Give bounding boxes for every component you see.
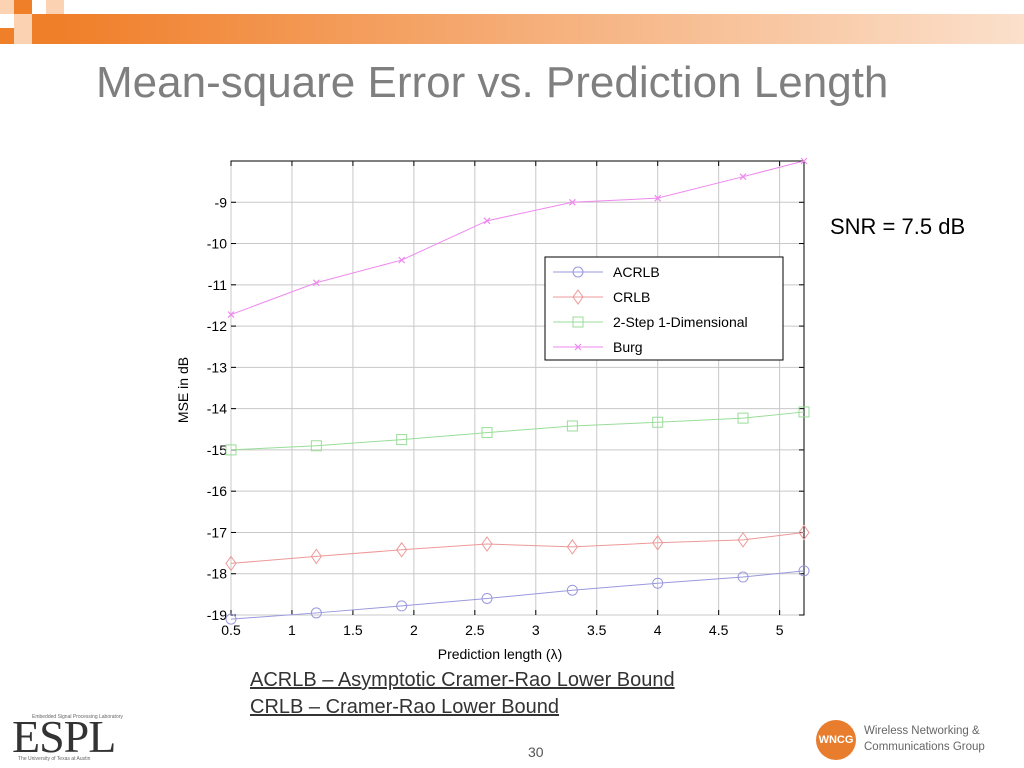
legend-label-acrlb: ACRLB xyxy=(613,264,660,280)
espl-logo: ESPL Embedded Signal Processing Laborato… xyxy=(10,708,123,764)
page-number: 30 xyxy=(528,744,544,760)
y-tick-label: -15 xyxy=(207,442,227,458)
slide-title: Mean-square Error vs. Prediction Length xyxy=(96,58,889,107)
y-axis-label: MSE in dB xyxy=(175,357,191,423)
data-point-crlb xyxy=(798,524,810,541)
espl-logo-tagline: Embedded Signal Processing Laboratory xyxy=(32,714,123,720)
data-point-acrlb xyxy=(566,584,578,596)
x-tick-label: 4 xyxy=(654,622,662,638)
x-axis-label: Prediction length (λ) xyxy=(438,646,563,662)
y-tick-label: -17 xyxy=(207,524,227,540)
data-point-burg xyxy=(398,256,406,264)
definition-acrlb[interactable]: ACRLB – Asymptotic Cramer-Rao Lower Boun… xyxy=(250,669,675,691)
data-point-2-step-1-dimensional xyxy=(798,406,810,418)
y-tick-label: -16 xyxy=(207,483,227,499)
data-point-2-step-1-dimensional xyxy=(396,434,408,446)
data-point-crlb xyxy=(652,534,664,551)
legend-marker-crlb xyxy=(572,289,584,305)
data-point-acrlb xyxy=(225,613,237,625)
wncg-logo-text: Wireless Networking & Communications Gro… xyxy=(864,723,985,755)
x-tick-label: 2.5 xyxy=(465,622,485,638)
wncg-badge: WNCG xyxy=(816,720,856,760)
data-point-2-step-1-dimensional xyxy=(652,416,664,428)
data-point-crlb xyxy=(225,555,237,572)
data-point-burg xyxy=(312,279,320,287)
espl-logo-text: ESPL xyxy=(12,711,116,762)
y-tick-label: -13 xyxy=(207,359,227,375)
series-acrlb xyxy=(225,565,810,625)
legend-marker-burg xyxy=(574,343,582,351)
data-point-crlb xyxy=(481,536,493,552)
x-tick-label: 3.5 xyxy=(587,622,607,638)
data-point-2-step-1-dimensional xyxy=(566,420,578,432)
legend-box xyxy=(544,256,784,361)
y-tick-label: -10 xyxy=(207,236,227,252)
legend-marker-2-step-1-dimensional xyxy=(572,316,584,328)
data-point-acrlb xyxy=(396,600,408,612)
data-point-burg xyxy=(483,217,491,225)
wncg-logo: WNCG Wireless Networking & Communication… xyxy=(816,718,1016,762)
x-tick-label: 0.5 xyxy=(221,622,241,638)
series-line-burg xyxy=(230,160,805,316)
wncg-line-2: Communications Group xyxy=(864,741,985,753)
data-point-burg xyxy=(227,311,235,318)
definition-crlb[interactable]: CRLB – Cramer-Rao Lower Bound xyxy=(250,696,560,718)
data-point-acrlb xyxy=(310,607,322,619)
series-2-step-1-dimensional xyxy=(225,406,810,456)
x-tick-label: 4.5 xyxy=(709,622,729,638)
data-point-burg xyxy=(568,198,576,206)
data-point-burg xyxy=(739,173,747,181)
espl-logo-university: The University of Texas at Austin xyxy=(18,756,91,762)
x-tick-label: 5 xyxy=(776,622,784,638)
wncg-line-1: Wireless Networking & xyxy=(864,725,980,737)
x-tick-label: 1 xyxy=(288,622,296,638)
legend-label-burg: Burg xyxy=(613,339,643,355)
y-tick-label: -14 xyxy=(207,401,227,417)
y-tick-label: -19 xyxy=(207,607,227,623)
series-burg xyxy=(227,157,808,318)
x-tick-label: 2 xyxy=(410,622,418,638)
y-tick-label: -12 xyxy=(207,318,227,334)
data-point-2-step-1-dimensional xyxy=(737,412,749,424)
y-tick-label: -18 xyxy=(207,566,227,582)
slide-top-bar xyxy=(0,0,1024,44)
data-point-acrlb xyxy=(652,577,664,589)
chart-legend: ACRLB CRLB 2-Step 1-Dimensional Burg xyxy=(544,256,784,361)
x-tick-label: 3 xyxy=(532,622,540,638)
data-point-acrlb xyxy=(798,565,810,577)
data-point-2-step-1-dimensional xyxy=(481,427,493,439)
legend-label-crlb: CRLB xyxy=(613,289,650,305)
data-point-acrlb xyxy=(481,592,493,604)
data-point-2-step-1-dimensional xyxy=(310,440,322,452)
definitions: ACRLB – Asymptotic Cramer-Rao Lower Boun… xyxy=(250,667,675,721)
y-tick-label: -11 xyxy=(208,277,227,293)
series-crlb xyxy=(225,524,810,572)
data-point-crlb xyxy=(566,539,578,555)
x-tick-label: 1.5 xyxy=(343,622,363,638)
data-point-crlb xyxy=(310,548,322,565)
snr-label: SNR = 7.5 dB xyxy=(830,214,966,239)
y-tick-label: -9 xyxy=(215,194,228,210)
data-point-crlb xyxy=(737,532,749,548)
data-point-acrlb xyxy=(737,571,749,583)
series-line-crlb xyxy=(230,531,805,564)
legend-label-2-step-1-dimensional: 2-Step 1-Dimensional xyxy=(613,314,748,330)
data-point-crlb xyxy=(396,541,408,558)
series-line-2-step-1-dimensional xyxy=(230,411,805,451)
data-point-2-step-1-dimensional xyxy=(225,444,237,456)
data-point-burg xyxy=(654,194,662,202)
series-line-acrlb xyxy=(230,570,805,620)
data-point-burg xyxy=(800,157,808,165)
plot-area xyxy=(230,160,805,616)
legend-marker-acrlb xyxy=(572,266,584,278)
